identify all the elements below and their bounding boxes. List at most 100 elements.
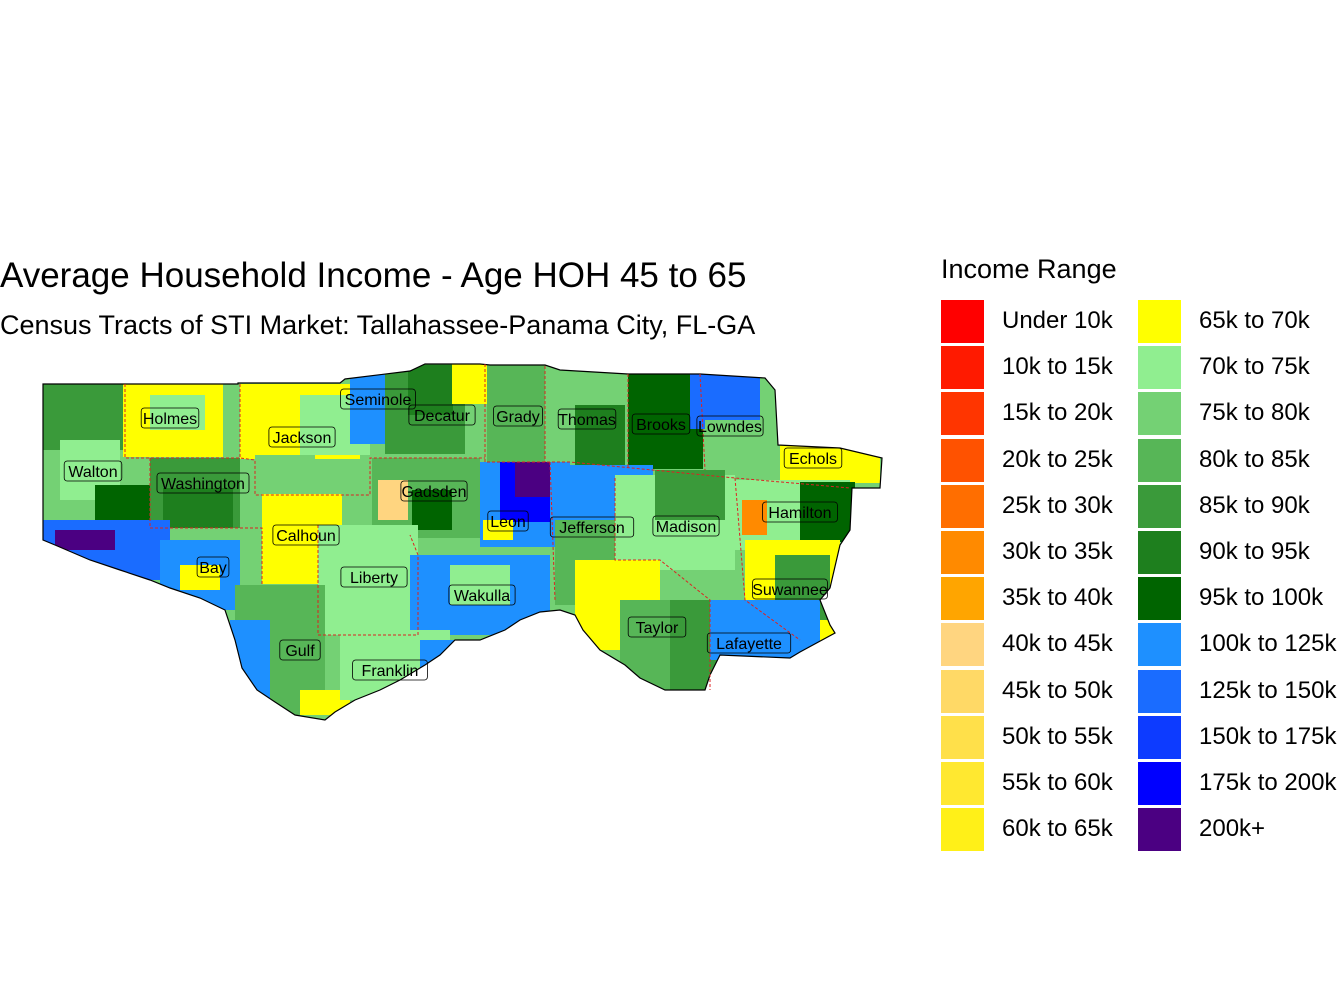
county-label-calhoun: Calhoun bbox=[272, 524, 340, 546]
county-label-text: Washington bbox=[161, 476, 245, 493]
legend-item: 15k to 20k bbox=[941, 392, 1201, 438]
legend-item: 65k to 70k bbox=[1138, 300, 1344, 346]
legend-item: 70k to 75k bbox=[1138, 346, 1344, 392]
legend-label: 60k to 65k bbox=[1002, 815, 1113, 843]
legend-swatch bbox=[1138, 715, 1181, 759]
legend-item: 125k to 150k bbox=[1138, 669, 1344, 716]
county-label-text: Calhoun bbox=[276, 528, 336, 545]
county-label-text: Echols bbox=[789, 451, 837, 468]
county-label-hamilton: Hamilton bbox=[762, 501, 838, 523]
legend-swatch bbox=[941, 762, 984, 805]
county-label-wakulla: Wakulla bbox=[448, 584, 516, 606]
legend-item: 55k to 60k bbox=[941, 762, 1201, 808]
county-label-holmes: Holmes bbox=[140, 407, 200, 429]
legend-item: 200k+ bbox=[1138, 808, 1344, 854]
legend-label: 95k to 100k bbox=[1199, 584, 1324, 612]
county-label-text: Liberty bbox=[350, 570, 398, 587]
legend-swatch bbox=[941, 346, 984, 390]
county-label-text: Gulf bbox=[285, 643, 315, 660]
legend-item: 95k to 100k bbox=[1138, 577, 1344, 623]
county-label-suwannee: Suwannee bbox=[752, 578, 828, 600]
county-label-washington: Washington bbox=[156, 472, 250, 494]
legend-item: 90k to 95k bbox=[1138, 531, 1344, 577]
county-label-text: Lowndes bbox=[698, 419, 762, 436]
legend-label: 15k to 20k bbox=[1002, 399, 1113, 427]
legend-swatch bbox=[1138, 762, 1181, 805]
legend-label: 35k to 40k bbox=[1002, 584, 1113, 612]
legend-label: 80k to 85k bbox=[1199, 445, 1310, 473]
legend-item: 150k to 175k bbox=[1138, 715, 1344, 762]
legend-swatch bbox=[1138, 346, 1181, 390]
legend-label: 40k to 45k bbox=[1002, 630, 1113, 658]
legend-label: 50k to 55k bbox=[1002, 722, 1113, 750]
county-label-gadsden: Gadsden bbox=[400, 480, 468, 502]
legend-swatch bbox=[1138, 300, 1181, 343]
legend-item: 80k to 85k bbox=[1138, 438, 1344, 485]
county-label-walton: Walton bbox=[63, 460, 123, 482]
legend-item: 75k to 80k bbox=[1138, 392, 1344, 438]
county-label-decatur: Decatur bbox=[408, 404, 476, 426]
county-label-franklin: Franklin bbox=[352, 659, 428, 681]
county-label-brooks: Brooks bbox=[631, 413, 691, 435]
legend-swatch bbox=[941, 438, 984, 482]
legend-swatch bbox=[941, 715, 984, 759]
legend-swatch bbox=[1138, 484, 1181, 528]
legend-item: 85k to 90k bbox=[1138, 484, 1344, 531]
county-label-grady: Grady bbox=[493, 405, 543, 427]
legend-swatch bbox=[941, 623, 984, 667]
county-label-bay: Bay bbox=[196, 556, 230, 578]
legend-swatch bbox=[1138, 669, 1181, 713]
county-boundaries bbox=[124, 364, 851, 690]
county-label-gulf: Gulf bbox=[279, 639, 321, 661]
legend-label: 45k to 50k bbox=[1002, 676, 1113, 704]
legend-swatch bbox=[941, 531, 984, 574]
legend-swatch bbox=[941, 577, 984, 621]
county-label-text: Wakulla bbox=[454, 588, 510, 605]
county-label-lowndes: Lowndes bbox=[696, 415, 764, 437]
legend-swatch bbox=[941, 484, 984, 528]
map-subtitle: Census Tracts of STI Market: Tallahassee… bbox=[0, 310, 756, 340]
legend-title: Income Range bbox=[941, 254, 1117, 284]
legend-label: 85k to 90k bbox=[1199, 491, 1310, 519]
legend-swatch bbox=[1138, 531, 1181, 574]
legend-label: 175k to 200k bbox=[1199, 769, 1337, 796]
county-label-text: Bay bbox=[199, 560, 227, 577]
legend-label: 200k+ bbox=[1199, 815, 1266, 843]
county-label-jackson: Jackson bbox=[268, 426, 336, 448]
county-label-seminole: Seminole bbox=[340, 388, 416, 410]
legend-swatch bbox=[941, 669, 984, 713]
region-outline bbox=[42, 363, 883, 721]
legend-item: 45k to 50k bbox=[941, 669, 1201, 716]
county-label-text: Jefferson bbox=[559, 520, 625, 537]
legend-swatch bbox=[941, 392, 984, 436]
county-label-text: Hamilton bbox=[768, 505, 831, 522]
legend-item: 60k to 65k bbox=[941, 808, 1201, 854]
legend-item: Under 10k bbox=[941, 300, 1201, 346]
county-label-text: Suwannee bbox=[752, 582, 828, 599]
legend-label: 20k to 25k bbox=[1002, 445, 1113, 473]
county-label-text: Franklin bbox=[362, 663, 419, 680]
county-label-liberty: Liberty bbox=[340, 566, 408, 588]
county-label-text: Leon bbox=[490, 514, 526, 531]
legend-label: 90k to 95k bbox=[1199, 538, 1310, 565]
county-label-leon: Leon bbox=[487, 510, 529, 532]
county-label-text: Gadsden bbox=[402, 484, 467, 501]
legend-swatch bbox=[1138, 392, 1181, 436]
county-label-text: Holmes bbox=[143, 411, 197, 428]
legend-swatch bbox=[1138, 438, 1181, 482]
county-label-text: Decatur bbox=[414, 408, 471, 425]
legend-item: 30k to 35k bbox=[941, 531, 1201, 577]
county-label-text: Seminole bbox=[345, 392, 412, 409]
legend-label: 75k to 80k bbox=[1199, 399, 1310, 427]
legend-label: 65k to 70k bbox=[1199, 307, 1310, 334]
legend-item: 10k to 15k bbox=[941, 346, 1201, 392]
legend-swatch bbox=[1138, 577, 1181, 621]
county-label-lafayette: Lafayette bbox=[706, 632, 792, 654]
county-label-text: Grady bbox=[496, 409, 540, 426]
county-label-text: Lafayette bbox=[716, 636, 782, 653]
county-label-thomas: Thomas bbox=[557, 408, 617, 430]
county-label-madison: Madison bbox=[652, 515, 720, 537]
legend-swatch bbox=[1138, 623, 1181, 667]
legend-label: 25k to 30k bbox=[1002, 491, 1113, 519]
legend-swatch bbox=[941, 300, 984, 343]
